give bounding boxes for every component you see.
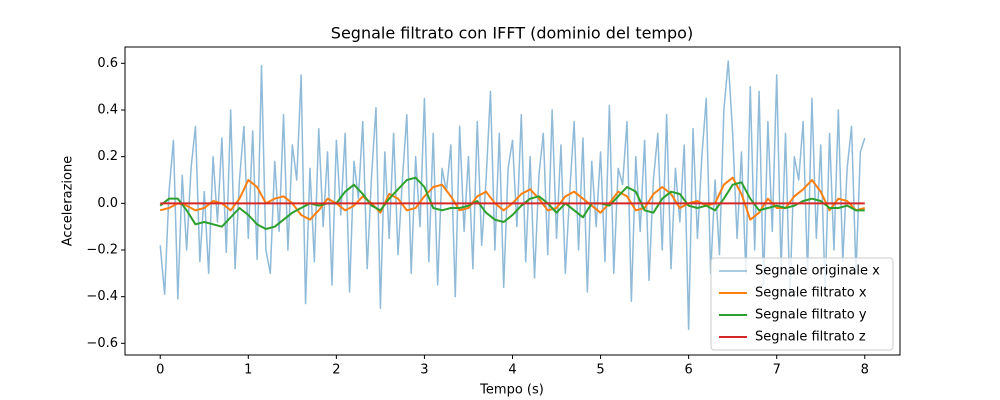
x-tick-label: 6 — [684, 363, 692, 378]
series-line — [159, 176, 865, 230]
legend: Segnale originale x Segnale filtrato x Seg… — [710, 257, 894, 351]
legend-label: Segnale filtrato y — [755, 308, 867, 323]
y-axis-label: Accelerazione — [61, 156, 76, 247]
legend-label: Segnale originale x — [755, 264, 880, 279]
x-tick-label: 0 — [156, 363, 164, 378]
x-tick-label: 5 — [596, 363, 604, 378]
x-tick-label: 8 — [861, 363, 869, 378]
y-tick-label: 0.2 — [97, 149, 118, 164]
legend-box — [710, 257, 894, 351]
y-tick-label: −0.6 — [86, 336, 118, 351]
y-tick-label: −0.2 — [86, 243, 118, 258]
plot-frame — [124, 46, 901, 356]
y-tick-label: 0.6 — [97, 56, 118, 71]
chart-title: Segnale filtrato con IFFT (dominio del t… — [331, 24, 693, 43]
x-tick-label: 4 — [508, 363, 516, 378]
series-line — [159, 176, 866, 221]
x-tick-label: 1 — [244, 363, 252, 378]
x-tick-label: 7 — [773, 363, 781, 378]
y-tick-label: 0.4 — [97, 103, 118, 118]
y-tick-label: −0.4 — [86, 289, 118, 304]
y-tick-label: 0.0 — [97, 196, 118, 211]
x-tick-label: 3 — [420, 363, 428, 378]
legend-label: Segnale filtrato z — [755, 330, 866, 345]
x-tick-label: 2 — [332, 363, 340, 378]
x-axis-label: Tempo (s) — [479, 383, 544, 398]
legend-label: Segnale filtrato x — [755, 286, 867, 301]
